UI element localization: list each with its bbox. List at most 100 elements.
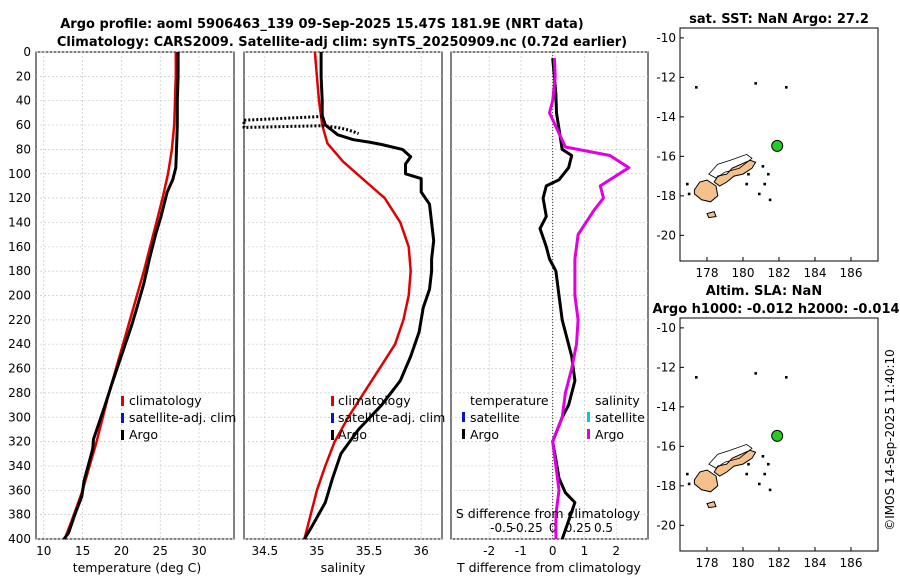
- legend-argo: Argo: [129, 427, 158, 442]
- y-tick-label: 40: [16, 94, 31, 108]
- islet: [763, 182, 766, 186]
- y-tick-label: -20: [656, 518, 676, 532]
- reef-outline: [708, 443, 753, 469]
- legend-clim: climatology: [129, 393, 202, 408]
- legend-sat: satellite-adj. clim: [129, 410, 236, 425]
- sla-map-subtitle: Argo h1000: -0.012 h2000: -0.014: [652, 302, 899, 317]
- y-tick-label: 20: [16, 69, 31, 83]
- land-island: [693, 179, 719, 203]
- sla-map-panel: Altim. SLA: NaN Argo h1000: -0.012 h2000…: [652, 284, 899, 570]
- imos-timestamp: ©IMOS 14-Sep-2025 11:40:10: [883, 349, 897, 531]
- y-tick-label: 240: [8, 337, 31, 351]
- y-tick-label: -18: [656, 189, 676, 203]
- x-tick-label: 25: [153, 544, 168, 558]
- tdiff-xlabel: T difference from climatology: [456, 560, 642, 575]
- x-tick-label: 178: [696, 266, 719, 280]
- x-tick-label: 184: [804, 266, 827, 280]
- islet: [745, 472, 748, 476]
- legend-sargo: Argo: [595, 427, 624, 442]
- legend-swatch-tsat: [462, 412, 465, 422]
- islet: [687, 482, 691, 486]
- s-tick-label: 0.5: [594, 521, 613, 535]
- y-tick-label: -20: [656, 228, 676, 242]
- y-tick-label: -18: [656, 479, 676, 493]
- s-tick-label: -0.25: [512, 521, 543, 535]
- y-tick-label: -16: [656, 149, 676, 163]
- legend-tsat: satellite: [470, 410, 520, 425]
- legend-swatch-clim: [121, 396, 124, 406]
- land-island: [706, 500, 717, 509]
- y-tick-label: 80: [16, 142, 31, 156]
- temperature-xlabel: temperature (deg C): [73, 560, 202, 575]
- figure-title-line2: Climatology: CARS2009. Satellite-adj cli…: [57, 35, 627, 50]
- y-tick-label: 160: [8, 240, 31, 254]
- y-tick-label: 180: [8, 264, 31, 278]
- islet: [768, 488, 772, 492]
- legend-swatch-argo: [121, 430, 124, 440]
- islet: [687, 192, 691, 196]
- x-tick-label: 182: [768, 556, 791, 570]
- y-tick-label: 380: [8, 508, 31, 522]
- x-tick-label: -1: [515, 544, 527, 558]
- x-tick-label: 1: [581, 544, 589, 558]
- y-tick-label: 340: [8, 459, 31, 473]
- land-island: [693, 469, 719, 493]
- series-s-diff-argo: [548, 58, 631, 539]
- series-argo: [62, 52, 180, 540]
- x-tick-label: 35: [309, 544, 324, 558]
- legend-argo: Argo: [338, 427, 367, 442]
- islet: [758, 482, 761, 486]
- y-tick-label: 0: [23, 45, 31, 59]
- y-tick-label: -12: [656, 70, 676, 84]
- y-tick-label: 220: [8, 313, 31, 327]
- series-climatology: [303, 51, 412, 540]
- islet: [695, 376, 698, 379]
- islet: [761, 455, 765, 458]
- reef-outline: [708, 153, 753, 179]
- salinity-panel: 34.5 35 35.5 36 salinity climatology satell…: [242, 51, 445, 575]
- legend-salinity-title: salinity: [595, 393, 640, 408]
- y-tick-label: 360: [8, 483, 31, 497]
- islet: [785, 376, 788, 379]
- legend-temperature-title: temperature: [470, 393, 549, 408]
- land-island: [713, 159, 757, 187]
- islet: [754, 82, 757, 85]
- s-tick-label: 0.25: [565, 521, 592, 535]
- y-tick-label: 320: [8, 435, 31, 449]
- islet: [745, 182, 748, 186]
- difference-panel: -2 -1 0 1 2 -0.5-0.25 0 0.25 0.5 T difference fr…: [450, 51, 649, 575]
- series-argo-dotted: [242, 115, 360, 136]
- islet: [767, 172, 770, 176]
- y-tick-label: 300: [8, 410, 31, 424]
- s-tick-label: -0.5: [490, 521, 513, 535]
- s-tick-label: 0: [549, 521, 557, 535]
- y-tick-label: 140: [8, 215, 31, 229]
- legend-ssat: satellite: [595, 410, 645, 425]
- x-tick-label: 2: [612, 544, 620, 558]
- islet: [686, 472, 689, 476]
- islet: [758, 192, 761, 196]
- sst-map-title: sat. SST: NaN Argo: 27.2: [689, 12, 869, 27]
- y-tick-label: -10: [656, 31, 676, 45]
- legend-clim: climatology: [338, 393, 411, 408]
- y-tick-label: 60: [16, 118, 31, 132]
- y-tick-label: 400: [8, 532, 31, 546]
- legend-sat: satellite-adj. clim: [338, 410, 445, 425]
- x-tick-label: 182: [768, 266, 791, 280]
- y-tick-label: 260: [8, 362, 31, 376]
- land-island: [706, 210, 717, 219]
- islet: [695, 86, 698, 89]
- islet: [768, 198, 772, 202]
- argo-float-marker: [771, 429, 784, 442]
- x-tick-label: 180: [732, 266, 755, 280]
- sst-map-panel: sat. SST: NaN Argo: 27.2 -10 -12 -14 -16 -18…: [656, 12, 879, 280]
- x-tick-label: 36: [414, 544, 429, 558]
- legend-targo: Argo: [470, 427, 499, 442]
- islet: [767, 462, 770, 466]
- legend-swatch-sat: [121, 413, 124, 423]
- legend-swatch-sat: [331, 413, 334, 423]
- y-tick-label: 100: [8, 167, 31, 181]
- y-tick-label: -10: [656, 321, 676, 335]
- argo-float-marker: [771, 139, 784, 152]
